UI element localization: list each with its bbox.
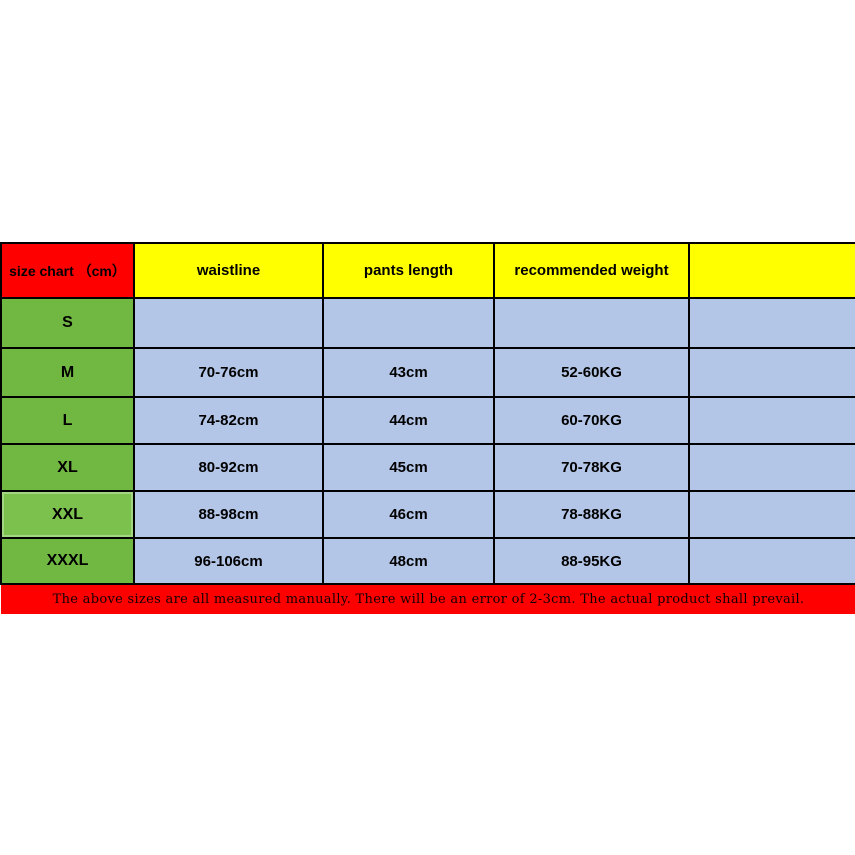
extra-cell	[688, 347, 855, 398]
size-cell: L	[0, 396, 135, 445]
pants-length-cell: 44cm	[322, 396, 495, 445]
pants-length-cell: 45cm	[322, 443, 495, 492]
extra-cell	[688, 537, 855, 585]
pants-length-cell: 43cm	[322, 347, 495, 398]
size-chart-sheet: size chart （cm） waistline pants length r…	[0, 242, 855, 614]
pants-length-cell: 48cm	[322, 537, 495, 585]
waistline-cell: 88-98cm	[133, 490, 324, 539]
waistline-cell: 74-82cm	[133, 396, 324, 445]
size-chart-table: size chart （cm） waistline pants length r…	[0, 242, 855, 614]
extra-cell	[688, 490, 855, 539]
extra-cell	[688, 297, 855, 349]
size-cell: XL	[0, 443, 135, 492]
table-row-xxl: XXL 88-98cm 46cm 78-88KG	[0, 490, 855, 539]
header-recommended-weight: recommended weight	[493, 242, 690, 299]
header-row: size chart （cm） waistline pants length r…	[0, 242, 855, 299]
pants-length-cell: 46cm	[322, 490, 495, 539]
extra-cell	[688, 396, 855, 445]
extra-cell	[688, 443, 855, 492]
weight-cell: 52-60KG	[493, 347, 690, 398]
header-waistline: waistline	[133, 242, 324, 299]
disclaimer-row: The above sizes are all measured manuall…	[1, 583, 855, 614]
size-cell: XXXL	[0, 537, 135, 585]
table-row-xl: XL 80-92cm 45cm 70-78KG	[0, 443, 855, 492]
header-size-chart: size chart （cm）	[0, 242, 135, 299]
header-pants-length: pants length	[322, 242, 495, 299]
size-cell: M	[0, 347, 135, 398]
pants-length-cell	[322, 297, 495, 349]
header-empty	[688, 242, 855, 299]
size-cell: S	[0, 297, 135, 349]
waistline-cell	[133, 297, 324, 349]
weight-cell: 60-70KG	[493, 396, 690, 445]
table-row-s: S	[0, 297, 855, 349]
waistline-cell: 70-76cm	[133, 347, 324, 398]
table-row-xxxl: XXXL 96-106cm 48cm 88-95KG	[0, 537, 855, 585]
waistline-cell: 96-106cm	[133, 537, 324, 585]
size-cell: XXL	[0, 490, 135, 539]
table-row-m: M 70-76cm 43cm 52-60KG	[0, 347, 855, 398]
weight-cell	[493, 297, 690, 349]
weight-cell: 88-95KG	[493, 537, 690, 585]
disclaimer-banner: The above sizes are all measured manuall…	[1, 583, 855, 614]
waistline-cell: 80-92cm	[133, 443, 324, 492]
table-row-l: L 74-82cm 44cm 60-70KG	[0, 396, 855, 445]
weight-cell: 78-88KG	[493, 490, 690, 539]
weight-cell: 70-78KG	[493, 443, 690, 492]
